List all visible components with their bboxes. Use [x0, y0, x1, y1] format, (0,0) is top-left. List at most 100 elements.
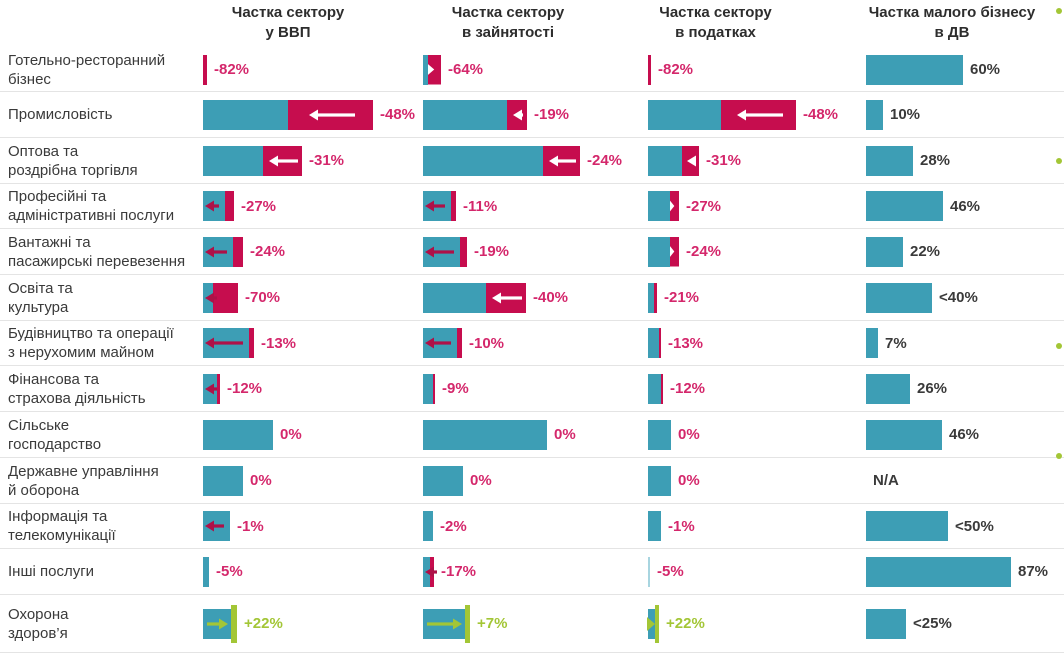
sector-label-line: Готельно-ресторанний — [8, 51, 166, 69]
sector-label-line: Державне управління — [8, 462, 159, 480]
bar — [647, 604, 659, 643]
decline-arrow-icon — [492, 292, 522, 303]
bar-cell: -12% — [640, 370, 858, 408]
bar-cell: +22% — [640, 604, 858, 643]
bar-segment-remaining — [648, 373, 661, 404]
sector-label: Промисловість — [0, 105, 195, 124]
sector-label-line: Професійні та — [8, 188, 107, 205]
value-label: 28% — [920, 152, 951, 169]
bar-segment-decline — [213, 282, 238, 313]
bar — [203, 370, 220, 408]
bar-cell: -13% — [640, 324, 858, 362]
bar — [423, 462, 463, 500]
bar-cell: -17% — [417, 553, 640, 591]
bar-segment-remaining — [203, 145, 263, 176]
bar-cell: -24% — [417, 142, 640, 180]
bar — [648, 279, 657, 317]
sector-row: Професійні та адміністративні послуги -27%… — [0, 184, 1064, 229]
bar — [648, 553, 650, 591]
bar-segment-decline — [659, 328, 661, 358]
column-header-taxes-line2: в податках — [675, 24, 756, 41]
bar-segment-remaining — [866, 236, 903, 267]
bar — [423, 604, 470, 643]
value-label: -24% — [587, 152, 623, 169]
bar-cell: -9% — [417, 370, 640, 408]
bar-segment-remaining — [648, 282, 654, 313]
value-label: +7% — [477, 615, 508, 632]
bar-segment-remaining — [423, 282, 486, 313]
sector-row: Освіта та культура -70% -40% -21% <40% — [0, 275, 1064, 321]
value-label: -48% — [380, 106, 416, 123]
bar-segment-remaining — [648, 191, 670, 221]
value-label: -21% — [664, 289, 700, 306]
sector-label-line: Промисловість — [8, 106, 113, 123]
header-spacer — [0, 3, 195, 48]
bullet-marker-icon — [1056, 343, 1062, 349]
bar-cell: <25% — [858, 605, 1064, 643]
sector-row: Готельно-ресторанний бізнес -82% -64% -82% 60… — [0, 48, 1064, 92]
sector-row: Фінансова та страхова діяльність -12% -9% -1… — [0, 366, 1064, 412]
sector-row: Інші послуги -5% -17% -5% 87% — [0, 549, 1064, 595]
bar-cell: 46% — [858, 416, 1064, 454]
bar — [866, 51, 963, 89]
sector-label-line: Вантажні та — [8, 233, 91, 251]
decline-arrow-icon — [425, 337, 451, 349]
bar-cell: -27% — [195, 187, 417, 225]
bar — [866, 553, 1011, 591]
bar-cell: -40% — [417, 279, 640, 317]
sector-label: Фінансова та страхова діяльність — [0, 370, 195, 408]
bar-segment-decline — [433, 373, 435, 404]
value-label: -12% — [227, 380, 263, 397]
value-label: -5% — [657, 563, 684, 580]
bar-cell: +7% — [417, 604, 640, 643]
sector-label-line: Оптова та — [8, 142, 79, 160]
decline-arrow-icon — [425, 566, 437, 577]
value-label: -19% — [474, 243, 510, 260]
bar-cell: +22% — [195, 604, 417, 643]
sector-label-line: здоров’я — [8, 624, 68, 642]
decline-arrow-icon — [205, 292, 217, 303]
bar-cell: -82% — [195, 51, 417, 89]
bar — [648, 187, 679, 225]
bar — [866, 233, 903, 271]
bar — [423, 233, 467, 271]
value-label: N/A — [873, 472, 899, 489]
bar — [866, 370, 910, 408]
sector-row: Охорона здоров’я +22% +7% +22% <25% — [0, 595, 1064, 653]
bar — [866, 507, 948, 545]
bar-segment-decline — [670, 191, 679, 221]
bar — [203, 553, 209, 591]
sector-label: Будівництво та операції з нерухомим майно… — [0, 324, 195, 362]
sector-label-line: Охорона — [8, 605, 69, 623]
bar-cell: -19% — [417, 96, 640, 134]
bar — [203, 279, 238, 317]
value-label: 0% — [678, 426, 700, 443]
sector-label: Інші послуги — [0, 562, 195, 581]
bar-cell: 22% — [858, 233, 1064, 271]
value-label: -13% — [668, 334, 704, 352]
bar-cell: -31% — [640, 142, 858, 180]
sector-row: Промисловість -48% -19% -48% 10% — [0, 92, 1064, 138]
sector-label-line: Сільське — [8, 416, 70, 434]
sector-label-line: й оборона — [8, 481, 80, 499]
bar — [423, 507, 433, 545]
value-label: -10% — [469, 334, 505, 352]
bar-cell: 10% — [858, 96, 1064, 134]
bar — [203, 142, 302, 180]
bar — [866, 279, 932, 317]
value-label: <25% — [913, 615, 952, 632]
value-label: 46% — [949, 426, 980, 443]
bar-segment-remaining — [203, 99, 288, 130]
value-label: 0% — [678, 472, 700, 489]
value-label: 7% — [885, 334, 907, 352]
bar-segment-remaining — [423, 99, 507, 130]
bar-segment-remaining — [423, 54, 428, 85]
bar-cell: 46% — [858, 187, 1064, 225]
decline-arrow-icon — [549, 155, 576, 166]
decline-arrow-icon — [205, 246, 227, 257]
bar — [423, 142, 580, 180]
bar-segment-growth-cap — [655, 604, 659, 643]
sector-label-line: Освіта та — [8, 279, 73, 297]
bullet-marker-icon — [1056, 8, 1062, 14]
value-label: -48% — [803, 106, 839, 123]
